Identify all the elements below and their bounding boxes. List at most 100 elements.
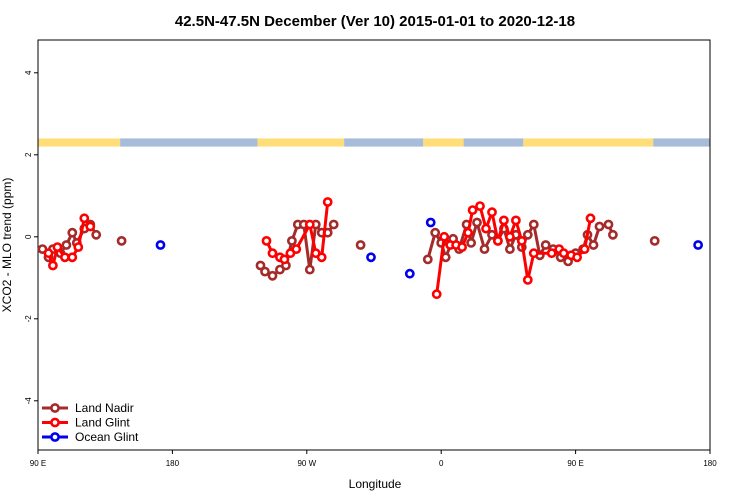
data-point-land-nadir — [286, 235, 297, 246]
data-point-land-nadir — [594, 221, 605, 232]
data-point-land-glint — [492, 235, 503, 246]
strip-land-segment — [38, 138, 121, 147]
data-point-land-nadir — [588, 240, 599, 250]
data-point-land-nadir — [472, 217, 482, 228]
legend-marker — [50, 403, 60, 413]
legend-marker — [50, 417, 60, 428]
data-point-land-nadir — [267, 270, 278, 281]
strip-ocean-segment — [344, 138, 424, 147]
y-tick-label: 0 — [24, 234, 33, 239]
x-tick-label: 90 E — [30, 459, 46, 468]
data-point-land-nadir — [487, 229, 497, 240]
data-point-land-nadir — [540, 240, 551, 250]
data-point-land-nadir — [649, 235, 660, 246]
data-point-land-glint — [316, 252, 327, 263]
data-point-land-glint — [439, 231, 450, 242]
land-ocean-strip — [38, 138, 710, 147]
data-point-land-nadir — [422, 254, 433, 265]
plot-frame — [37, 39, 711, 451]
y-axis: -4 -2 0 2 4 — [24, 70, 38, 404]
legend-item-land-nadir: Land Nadir — [42, 401, 134, 415]
data-point-land-glint — [48, 260, 58, 271]
data-point-land-glint — [79, 213, 90, 224]
strip-ocean-segment — [463, 138, 524, 147]
data-point-land-glint — [291, 244, 302, 254]
strip-ocean-segment — [653, 138, 710, 147]
data-point-land-glint — [279, 254, 290, 265]
legend-label: Land Glint — [75, 416, 130, 430]
data-point-land-glint — [475, 201, 485, 211]
data-point-land-glint — [579, 244, 590, 254]
data-point-land-nadir — [504, 244, 515, 254]
data-point-land-glint — [498, 215, 509, 226]
data-point-land-nadir — [67, 227, 78, 238]
data-point-land-nadir — [603, 219, 614, 230]
data-point-land-glint — [431, 289, 442, 300]
data-point-land-glint — [322, 197, 333, 207]
data-point-land-nadir — [608, 229, 618, 240]
data-point-ocean-glint — [425, 217, 436, 228]
data-point-ocean-glint — [693, 240, 703, 250]
x-tick-label: 90 W — [297, 459, 316, 468]
y-tick-label: -4 — [24, 397, 33, 405]
data-point-land-glint — [73, 242, 84, 252]
y-axis-label: XCO2 - MLO trend (ppm) — [0, 178, 14, 313]
data-point-land-nadir — [255, 260, 266, 271]
data-point-land-glint — [585, 213, 596, 224]
data-point-land-glint — [463, 227, 473, 238]
data-point-land-nadir — [522, 229, 533, 240]
data-point-land-glint — [457, 242, 467, 252]
data-point-land-glint — [516, 235, 527, 246]
x-tick-label: 0 — [439, 459, 444, 468]
data-point-land-nadir — [116, 235, 127, 246]
y-tick-label: 2 — [24, 152, 33, 157]
data-point-land-nadir — [528, 219, 539, 230]
legend-label: Ocean Glint — [75, 430, 139, 444]
data-point-land-nadir — [61, 240, 72, 250]
data-point-ocean-glint — [404, 268, 415, 279]
data-point-land-glint — [572, 252, 582, 263]
data-point-land-nadir — [479, 244, 490, 254]
y-tick-label: 4 — [24, 70, 33, 75]
strip-land-segment — [523, 138, 654, 147]
data-point-land-glint — [467, 205, 478, 215]
data-point-land-glint — [511, 215, 521, 226]
data-point-ocean-glint — [366, 252, 376, 263]
series-land-glint — [43, 197, 596, 300]
data-point-land-glint — [504, 231, 515, 242]
data-point-land-glint — [304, 219, 315, 230]
data-point-land-glint — [67, 252, 78, 263]
chart-title: 42.5N-47.5N December (Ver 10) 2015-01-01… — [175, 13, 575, 30]
data-point-land-glint — [522, 274, 533, 285]
data-point-land-glint — [546, 248, 557, 259]
data-point-land-nadir — [260, 266, 270, 277]
data-point-land-nadir — [430, 227, 441, 238]
data-point-land-glint — [481, 223, 491, 234]
strip-land-segment — [423, 138, 464, 147]
strip-ocean-segment — [120, 138, 258, 147]
data-point-land-nadir — [328, 219, 339, 230]
data-point-ocean-glint — [155, 240, 166, 250]
legend-item-ocean-glint: Ocean Glint — [42, 430, 139, 444]
data-point-land-glint — [52, 242, 63, 252]
legend-marker — [50, 432, 60, 442]
data-point-land-nadir — [355, 240, 366, 250]
legend-label: Land Nadir — [75, 401, 134, 415]
x-tick-label: 90 E — [567, 459, 583, 468]
data-point-land-glint — [487, 207, 497, 218]
series-layer — [37, 197, 703, 300]
x-axis-label: Longitude — [349, 477, 402, 491]
x-tick-label: 180 — [166, 459, 180, 468]
x-axis: 90 E 180 90 W 0 90 E 180 — [30, 450, 717, 468]
data-point-land-glint — [267, 248, 278, 259]
data-point-land-nadir — [91, 229, 102, 240]
series-ocean-glint — [155, 217, 703, 279]
data-point-land-nadir — [304, 264, 315, 275]
data-point-land-nadir — [466, 237, 476, 248]
legend-item-land-glint: Land Glint — [42, 416, 130, 430]
data-point-land-glint — [528, 248, 539, 259]
y-tick-label: -2 — [24, 315, 33, 323]
strip-land-segment — [257, 138, 345, 147]
